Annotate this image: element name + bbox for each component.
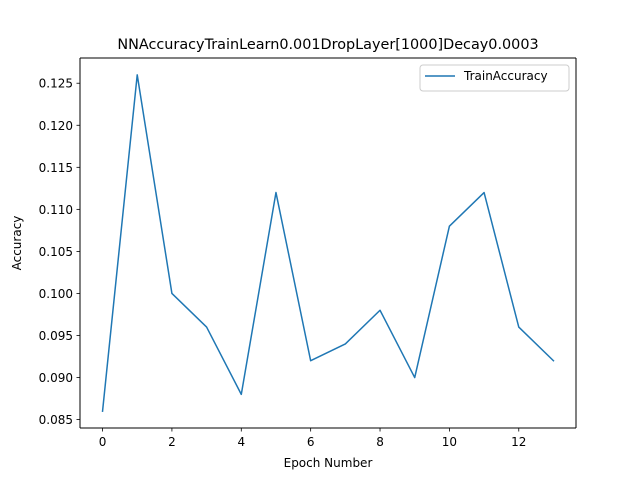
x-axis-ticks: 0 2 4 6 8 10 12	[99, 428, 526, 449]
y-tick-label: 0.090	[39, 371, 73, 385]
legend: TrainAccuracy	[419, 64, 570, 92]
plot-area	[80, 58, 576, 428]
x-tick-label: 8	[376, 435, 384, 449]
y-tick-label: 0.120	[39, 119, 73, 133]
legend-label: TrainAccuracy	[463, 69, 548, 83]
y-tick-label: 0.105	[39, 245, 73, 259]
y-tick-label: 0.110	[39, 203, 73, 217]
x-tick-label: 6	[307, 435, 315, 449]
plot-background	[80, 58, 576, 428]
x-tick-label: 2	[168, 435, 176, 449]
plot-frame	[79, 57, 577, 429]
x-tick-label: 4	[237, 435, 245, 449]
y-axis-ticks: 0.085 0.090 0.095 0.100 0.105 0.110 0.115 0.120…	[39, 77, 80, 427]
y-axis-label: Accuracy	[10, 216, 24, 271]
series-line-0	[101, 74, 555, 413]
y-tick-label: 0.100	[39, 287, 73, 301]
series-layer	[101, 74, 555, 413]
y-tick-label: 0.125	[39, 77, 73, 91]
y-tick-label: 0.115	[39, 161, 73, 175]
y-tick-label: 0.085	[39, 413, 73, 427]
x-tick-label: 0	[99, 435, 107, 449]
chart-title: NNAccuracyTrainLearn0.001DropLayer[1000]…	[117, 37, 538, 53]
x-tick-label: 12	[511, 435, 526, 449]
y-tick-label: 0.095	[39, 329, 73, 343]
x-tick-label: 10	[442, 435, 457, 449]
x-axis-label: Epoch Number	[284, 456, 373, 470]
legend-box	[419, 64, 570, 92]
